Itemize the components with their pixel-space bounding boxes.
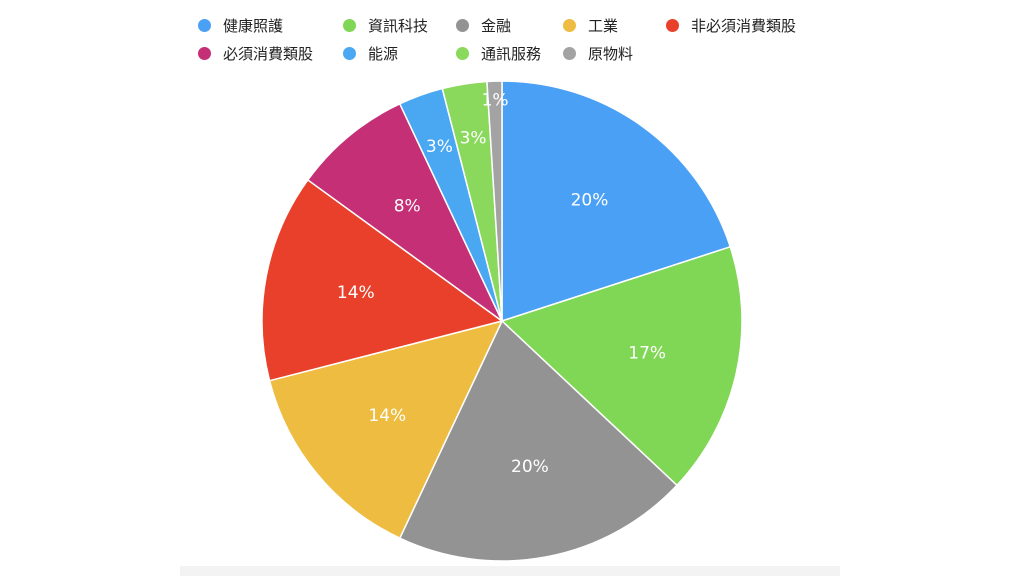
legend-item[interactable]: 能源 bbox=[343, 42, 398, 64]
chart-legend: 健康照護 資訊科技 金融 工業 非必須消費類股必須消費類股 能源 通訊服務 原物料 bbox=[198, 14, 838, 66]
pie-slice[interactable] bbox=[268, 320, 503, 539]
legend-label: 工業 bbox=[588, 16, 619, 35]
pie-slices bbox=[261, 80, 743, 562]
legend-swatch bbox=[456, 18, 469, 32]
pie-slice[interactable] bbox=[486, 80, 503, 322]
legend-swatch bbox=[343, 46, 356, 60]
slice-percent-label: 20% bbox=[571, 191, 609, 211]
legend-swatch bbox=[198, 18, 211, 32]
legend-item[interactable]: 健康照護 bbox=[198, 14, 283, 36]
legend-label: 金融 bbox=[481, 16, 512, 35]
pie-slice[interactable] bbox=[261, 179, 503, 382]
legend-label: 非必須消費類股 bbox=[691, 16, 797, 35]
legend-swatch bbox=[563, 18, 576, 32]
legend-label: 健康照護 bbox=[223, 16, 284, 35]
pie-slice[interactable] bbox=[307, 103, 503, 322]
legend-item[interactable]: 原物料 bbox=[563, 42, 633, 64]
legend-label: 通訊服務 bbox=[481, 44, 542, 63]
legend-swatch bbox=[343, 18, 356, 32]
slice-percent-label: 20% bbox=[511, 457, 549, 477]
legend-label: 能源 bbox=[368, 44, 399, 63]
legend-swatch bbox=[456, 46, 469, 60]
legend-item[interactable]: 金融 bbox=[456, 14, 511, 36]
slice-percent-label: 3% bbox=[460, 129, 487, 149]
scroll-track bbox=[180, 566, 840, 576]
legend-swatch bbox=[666, 18, 679, 32]
pie-slice[interactable] bbox=[501, 246, 743, 487]
slice-percent-label: 8% bbox=[394, 196, 421, 216]
legend-swatch bbox=[563, 46, 576, 60]
legend-label: 必須消費類股 bbox=[223, 44, 314, 63]
slice-percent-label: 17% bbox=[628, 344, 666, 364]
legend-item[interactable]: 工業 bbox=[563, 14, 618, 36]
slice-percent-label: 14% bbox=[337, 283, 375, 303]
pie-slice[interactable] bbox=[399, 320, 678, 562]
slice-percent-label: 1% bbox=[482, 90, 509, 110]
legend-item[interactable]: 必須消費類股 bbox=[198, 42, 313, 64]
legend-label: 原物料 bbox=[588, 44, 634, 63]
slice-percent-label: 3% bbox=[426, 137, 453, 157]
legend-label: 資訊科技 bbox=[368, 16, 429, 35]
pie-slice-labels: 20% 17% 20% 14% 14% 8% 3% 3% 1% bbox=[337, 90, 666, 477]
pie-slice[interactable] bbox=[501, 80, 731, 322]
slice-percent-label: 14% bbox=[368, 406, 406, 426]
legend-item[interactable]: 資訊科技 bbox=[343, 14, 428, 36]
legend-swatch bbox=[198, 46, 211, 60]
legend-item[interactable]: 非必須消費類股 bbox=[666, 14, 796, 36]
legend-item[interactable]: 通訊服務 bbox=[456, 42, 541, 64]
